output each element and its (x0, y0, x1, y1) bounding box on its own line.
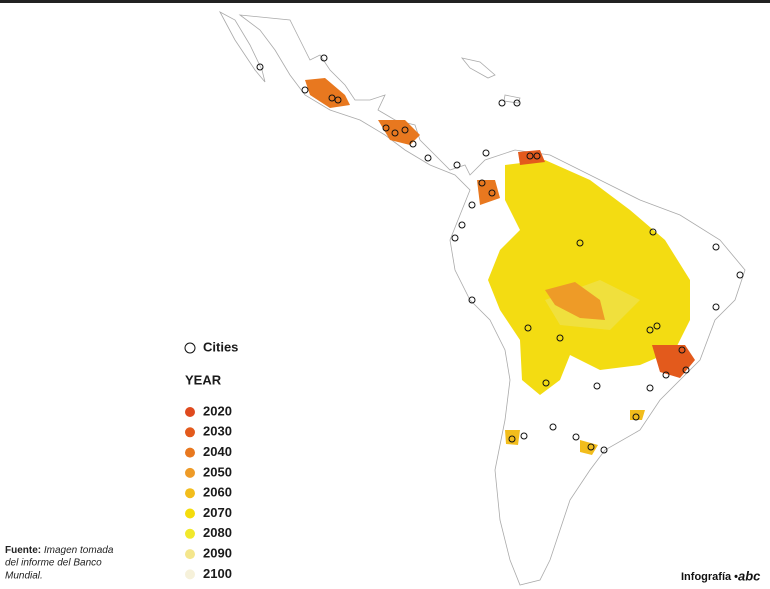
caribbean (460, 57, 521, 104)
city-marker (478, 179, 486, 187)
venezuela-patch (518, 150, 545, 165)
legend-label: 2070 (203, 505, 232, 520)
continent (238, 14, 746, 586)
city-marker (468, 296, 476, 304)
city-marker (572, 433, 580, 441)
legend-label: 2080 (203, 525, 232, 540)
city-marker (391, 129, 399, 137)
city-marker (508, 435, 516, 443)
central-patch (545, 282, 605, 320)
city-marker (482, 149, 490, 157)
city-marker (451, 234, 459, 242)
city-marker (468, 201, 476, 209)
city-marker (632, 413, 640, 421)
source-line: del informe del Banco (5, 558, 102, 569)
projection-areas (305, 78, 695, 455)
city-marker (424, 154, 432, 162)
legend-swatch (185, 488, 195, 499)
legend-swatch (185, 508, 195, 519)
source-line: Mundial. (5, 571, 43, 582)
top-border (0, 0, 770, 3)
city-marker (301, 86, 309, 94)
legend-swatch (185, 427, 195, 438)
city-marker (682, 366, 690, 374)
cities-legend-symbol (184, 342, 196, 354)
mexico-patch (305, 78, 350, 108)
source-label: Fuente: (5, 545, 41, 556)
city-marker (328, 94, 336, 102)
legend-swatch (185, 467, 195, 478)
city-marker (320, 54, 328, 62)
legend-label: 2050 (203, 464, 232, 479)
legend-label: 2100 (203, 566, 232, 581)
south-patch (505, 410, 645, 455)
baja-california (219, 11, 266, 83)
source-line: Imagen tomada (44, 545, 114, 556)
city-marker (576, 239, 584, 247)
city-marker (712, 303, 720, 311)
city-marker (600, 446, 608, 454)
city-marker (401, 126, 409, 134)
legend-title: YEAR (185, 372, 222, 387)
city-marker (587, 443, 595, 451)
city-marker (736, 271, 744, 279)
city-marker (678, 346, 686, 354)
legend-swatch (185, 569, 195, 580)
city-marker (256, 63, 264, 71)
city-marker (556, 334, 564, 342)
land (219, 11, 746, 586)
legend: 2020 2030 2040 2050 2060 2070 2080 2090 2100 (185, 403, 232, 581)
city-marker (382, 124, 390, 132)
city-marker (453, 161, 461, 169)
city-marker (646, 326, 654, 334)
city-marker (524, 324, 532, 332)
city-marker (498, 99, 506, 107)
city-marker (513, 99, 521, 107)
amazon-area (488, 160, 690, 395)
legend-label: 2020 (203, 403, 232, 418)
source: Fuente: Imagen tomada (5, 545, 114, 556)
logo: abc (738, 568, 761, 583)
legend-swatch (185, 528, 195, 539)
legend-label: 2040 (203, 444, 232, 459)
city-marker (549, 423, 557, 431)
city-marker (662, 371, 670, 379)
city-marker (646, 384, 654, 392)
city-marker (334, 96, 342, 104)
city-marker (458, 221, 466, 229)
city-marker (593, 382, 601, 390)
cities-legend-label: Cities (203, 339, 238, 354)
city-marker (712, 243, 720, 251)
city-marker (526, 152, 534, 160)
city-marker (533, 152, 541, 160)
legend-swatch (185, 447, 195, 458)
legend-label: 2090 (203, 546, 232, 561)
city-marker (653, 322, 661, 330)
legend-swatch (185, 407, 195, 417)
city-markers (256, 54, 744, 454)
legend-label: 2030 (203, 424, 232, 439)
credit: Infografía • (681, 571, 738, 583)
southeast-patch (652, 345, 695, 378)
city-marker (488, 189, 496, 197)
city-marker (520, 432, 528, 440)
city-marker (649, 228, 657, 236)
legend-label: 2060 (203, 485, 232, 500)
city-marker (542, 379, 550, 387)
city-marker (409, 140, 417, 148)
legend-swatch (185, 549, 195, 560)
